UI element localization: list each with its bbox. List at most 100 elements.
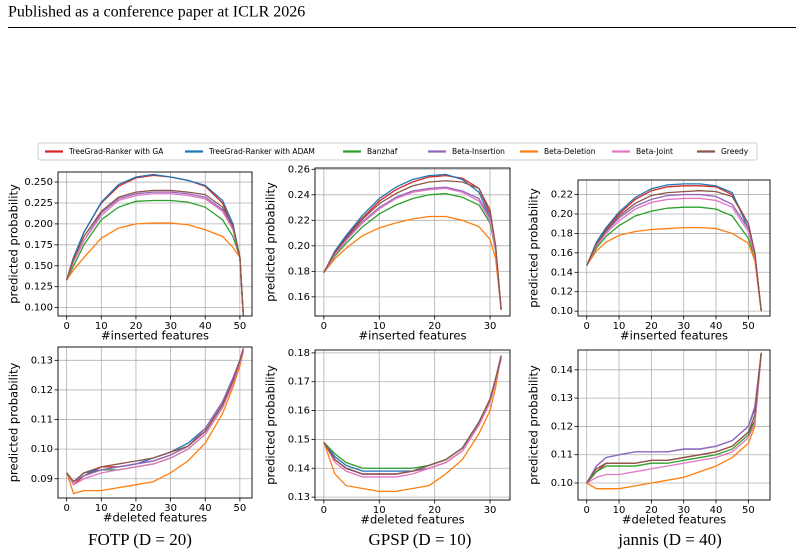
y-tick-label: 0.175 [24,240,53,251]
x-tick-label: 30 [164,321,177,332]
y-tick-label: 0.26 [288,164,310,175]
y-tick-label: 0.16 [288,406,310,417]
subplot: 0.10 0.11 0.12 0.13 0.14 0 10 20 30 40 50 #deleted … [527,349,771,527]
x-axis-label: #deleted features [103,511,207,525]
axes-frame [314,349,511,501]
y-axis-label: predicted probability [264,365,278,485]
x-tick-label: 20 [645,505,658,516]
data-line [66,348,244,483]
y-tick-label: 0.15 [288,434,310,445]
y-axis-label: predicted probability [527,188,541,308]
y-tick-label: 0.125 [24,282,53,293]
data-line [66,222,244,317]
data-line [66,351,244,486]
y-tick-label: 0.18 [551,228,573,239]
legend-label: Beta-Deletion [544,147,596,156]
x-tick-label: 0 [584,321,590,332]
legend-label: Banzhaf [367,147,398,156]
data-line [66,173,244,317]
data-line [66,174,244,317]
x-tick-label: 50 [234,321,247,332]
legend-label: TreeGrad-Ranker with GA [68,147,164,156]
x-tick-label: 50 [742,505,755,516]
axes-frame [577,179,771,317]
data-line [323,358,502,475]
y-tick-label: 0.22 [288,215,310,226]
y-tick-label: 0.20 [551,209,573,220]
x-tick-label: 10 [95,321,108,332]
data-line [66,199,244,317]
x-tick-label: 10 [95,503,108,514]
data-line [66,189,244,317]
y-tick-label: 0.20 [288,241,310,252]
y-tick-label: 0.14 [288,463,310,474]
y-tick-label: 0.10 [31,444,53,455]
legend-label: Beta-Joint [636,147,673,156]
data-line [586,352,762,484]
y-tick-label: 0.12 [551,287,573,298]
x-tick-label: 30 [484,321,497,332]
y-axis-label: predicted probability [264,182,278,302]
y-tick-label: 0.13 [31,355,53,366]
x-tick-label: 30 [164,503,177,514]
y-tick-label: 0.150 [24,261,53,272]
legend-label: TreeGrad-Ranker with ADAM [208,147,315,156]
x-axis-label: #inserted features [359,329,467,343]
y-tick-label: 0.13 [551,393,573,404]
data-line [586,185,762,312]
data-line [586,190,762,312]
y-tick-label: 0.250 [24,177,53,188]
x-tick-label: 10 [373,505,386,516]
data-line [66,351,244,495]
x-axis-label: #inserted features [620,329,728,343]
y-tick-label: 0.11 [551,450,573,461]
y-tick-label: 0.18 [288,348,310,359]
legend-label: Beta-Insertion [452,147,505,156]
data-line [323,355,502,472]
axes-frame [57,171,253,317]
x-tick-label: 20 [428,321,441,332]
x-tick-label: 20 [645,321,658,332]
axes-frame [57,346,253,499]
y-tick-label: 0.16 [551,248,573,259]
data-line [586,197,762,312]
y-tick-label: 0.13 [288,492,310,503]
header-title: Published as a conference paper at ICLR … [8,4,305,21]
data-line [323,187,502,310]
data-line [586,206,762,312]
data-line [323,355,502,475]
data-line [323,215,502,310]
data-line [586,352,762,490]
y-tick-label: 0.10 [551,306,573,317]
data-line [586,226,762,312]
y-tick-label: 0.17 [288,377,310,388]
x-tick-label: 50 [742,321,755,332]
y-tick-label: 0.16 [288,292,310,303]
y-tick-label: 0.225 [24,198,53,209]
x-tick-label: 20 [130,503,143,514]
data-line [586,352,762,484]
y-tick-label: 0.14 [551,365,573,376]
data-line [586,352,762,484]
x-tick-label: 30 [677,505,690,516]
data-line [586,193,762,312]
axes-frame [314,167,511,317]
x-tick-label: 20 [130,321,143,332]
x-tick-label: 0 [63,503,69,514]
x-tick-label: 40 [710,321,723,332]
x-tick-label: 10 [613,321,626,332]
legend-label: Greedy [721,147,749,156]
caption: GPSP (D = 10) [369,530,472,549]
x-tick-label: 10 [373,321,386,332]
data-line [66,191,244,317]
x-tick-label: 20 [428,505,441,516]
y-axis-label: predicted probability [527,365,541,485]
y-tick-label: 0.100 [24,303,53,314]
data-line [66,348,244,483]
legend-box [37,142,758,161]
data-line [66,193,244,317]
y-tick-label: 0.22 [551,190,573,201]
x-tick-label: 0 [321,321,327,332]
